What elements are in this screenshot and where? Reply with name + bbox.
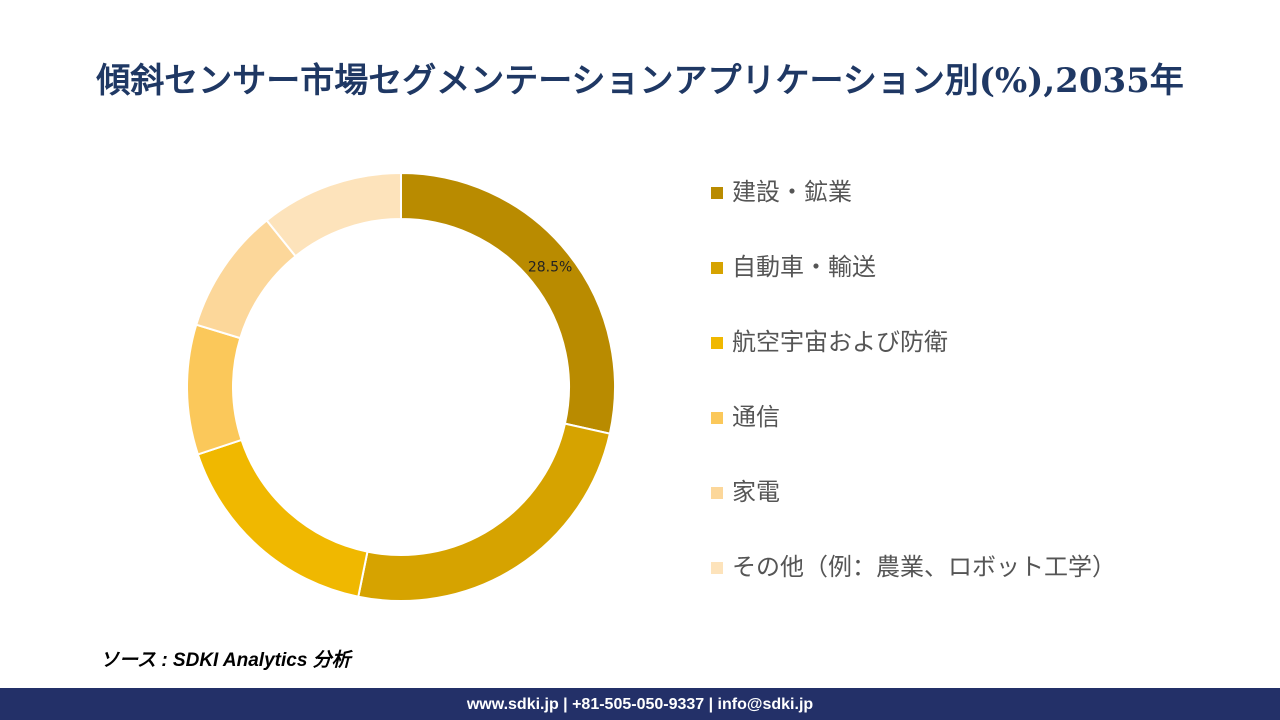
donut-segment [357, 422, 612, 602]
donut-segment [196, 438, 369, 598]
legend-swatch [711, 187, 723, 199]
donut: 28.5% [186, 171, 616, 602]
donut-segment [186, 323, 243, 456]
source: ソース : SDKI Analytics 分析 [100, 649, 354, 671]
footer-bar [0, 688, 1280, 720]
legend-swatch [711, 337, 723, 349]
data-label: 28.5% [528, 260, 572, 276]
legend-label: 家電 [732, 478, 780, 506]
legend-label: その他（例：農業、ロボット工学） [732, 553, 1116, 581]
chart-title: 傾斜センサー市場セグメンテーションアプリケーション別(%),2035年 [95, 61, 1184, 101]
legend-swatch [711, 562, 723, 574]
footer-text: www.sdki.jp | +81-505-050-9337 | info@sd… [466, 696, 814, 713]
legend-swatch [711, 487, 723, 499]
legend-label: 通信 [732, 403, 780, 431]
donut-segment [400, 171, 616, 435]
donut-segment [265, 171, 402, 258]
legend-swatch [711, 262, 723, 274]
legend-label: 建設・鉱業 [732, 178, 852, 206]
legend-label: 航空宇宙および防衛 [732, 328, 948, 356]
legend-label: 自動車・輸送 [732, 253, 876, 281]
legend-swatch [711, 412, 723, 424]
